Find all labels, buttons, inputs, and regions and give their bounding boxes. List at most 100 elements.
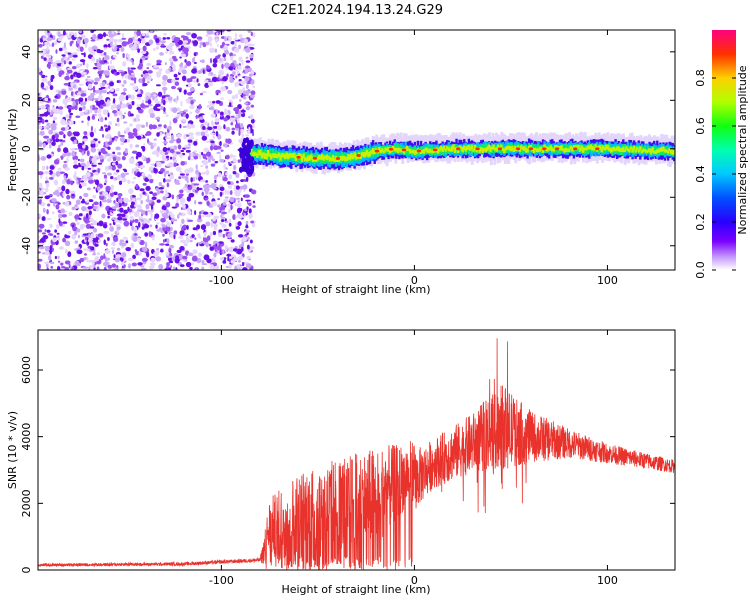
heatmap-noise-cell (64, 260, 71, 265)
heatmap-noise-cell (203, 147, 209, 153)
heatmap-noise-cell (86, 150, 90, 157)
heatmap-noise-cell (70, 147, 76, 151)
heatmap-band-cell (600, 146, 603, 153)
heatmap-noise-cell (94, 256, 100, 262)
heatmap-noise-cell (244, 92, 249, 97)
heatmap-noise-cell (132, 176, 137, 180)
heatmap-noise-cell (111, 263, 117, 268)
heatmap-noise-cell (108, 165, 113, 170)
heatmap-band-cell (648, 148, 651, 153)
heatmap-noise-cell (101, 62, 105, 65)
heatmap-noise-cell (150, 212, 153, 219)
heatmap-noise-cell (187, 219, 194, 222)
heatmap-noise-cell (115, 254, 122, 258)
heatmap-noise-cell (153, 167, 156, 172)
heatmap-noise-cell (134, 233, 137, 236)
heatmap-noise-cell (55, 49, 58, 54)
heatmap-noise-cell (149, 191, 153, 194)
heatmap-noise-cell (44, 195, 50, 200)
heatmap-band-cell (652, 150, 656, 154)
heatmap-noise-cell (230, 115, 235, 118)
heatmap-noise-cell (232, 214, 236, 220)
heatmap-noise-cell (220, 216, 226, 219)
heatmap-noise-cell (170, 139, 176, 142)
heatmap-noise-cell (153, 138, 157, 141)
heatmap-noise-cell (94, 179, 100, 186)
heatmap-noise-cell (173, 162, 177, 167)
heatmap-noise-cell (118, 195, 121, 199)
heatmap-noise-cell (237, 65, 242, 71)
heatmap-noise-cell (196, 218, 203, 223)
heatmap-noise-cell (102, 223, 108, 229)
heatmap-noise-cell (74, 104, 78, 111)
heatmap-noise-cell (46, 154, 52, 159)
heatmap-noise-cell (241, 59, 244, 66)
heatmap-band-cell (341, 155, 344, 161)
heatmap-edge-cell (249, 168, 254, 175)
heatmap-noise-cell (178, 212, 182, 216)
heatmap-noise-cell (120, 46, 125, 52)
heatmap-band-cell (294, 155, 298, 162)
heatmap-noise-cell (45, 250, 50, 256)
heatmap-noise-cell (39, 37, 44, 43)
heatmap-band-cell (581, 147, 585, 153)
heatmap-noise-cell (127, 37, 133, 44)
heatmap-noise-cell (120, 142, 124, 146)
heatmap-noise-cell (107, 237, 110, 242)
heatmap-band-cell (447, 147, 451, 152)
heatmap-band-cell (385, 147, 389, 152)
heatmap-noise-cell (141, 124, 146, 129)
heatmap-band-cell (442, 145, 446, 150)
heatmap-noise-cell (123, 112, 127, 115)
heatmap-noise-cell (102, 199, 107, 203)
heatmap-noise-cell (236, 248, 243, 255)
heatmap-noise-cell (165, 243, 170, 246)
heatmap-noise-cell (148, 231, 152, 237)
heatmap-noise-cell (158, 227, 163, 232)
heatmap-noise-cell (156, 190, 161, 195)
heatmap-noise-cell (191, 234, 195, 238)
heatmap-band-cell (563, 148, 566, 153)
heatmap-noise-cell (163, 106, 166, 113)
heatmap-band-cell (425, 148, 429, 153)
heatmap-band-cell (615, 146, 619, 151)
heatmap-noise-cell (92, 253, 97, 256)
heatmap-noise-cell (78, 213, 83, 217)
heatmap-noise-cell (162, 233, 165, 237)
heatmap-noise-cell (151, 196, 157, 201)
heatmap-noise-cell (109, 191, 114, 198)
heatmap-band-cell (418, 149, 421, 157)
heatmap-band-cell (274, 153, 278, 158)
heatmap-band-cell (614, 148, 617, 152)
heatmap-noise-cell (146, 62, 152, 67)
heatmap-noise-cell (187, 156, 191, 161)
heatmap-noise-cell (219, 158, 225, 163)
heatmap-band-cell (473, 144, 477, 150)
heatmap-noise-cell (89, 108, 93, 114)
heatmap-noise-cell (191, 57, 196, 63)
heatmap-noise-cell (217, 172, 222, 178)
heatmap-band-cell (265, 153, 268, 160)
heatmap-noise-cell (214, 118, 220, 123)
heatmap-noise-cell (57, 147, 61, 153)
heatmap-noise-cell (175, 166, 182, 172)
heatmap-noise-cell (166, 262, 170, 267)
heatmap-noise-cell (102, 133, 105, 138)
heatmap-noise-cell (129, 143, 133, 149)
heatmap-noise-cell (162, 147, 168, 153)
heatmap-noise-cell (54, 255, 57, 260)
heatmap-noise-cell (72, 54, 78, 58)
heatmap-noise-cell (69, 106, 75, 110)
heatmap-noise-cell (81, 101, 87, 106)
heatmap-noise-cell (236, 213, 240, 217)
heatmap-noise-cell (176, 113, 181, 117)
heatmap-band-cell (602, 145, 605, 150)
heatmap-noise-cell (57, 167, 62, 171)
heatmap-noise-cell (220, 218, 225, 223)
heatmap-noise-cell (210, 221, 214, 228)
heatmap-band-cell (277, 152, 281, 157)
heatmap-noise-cell (112, 55, 117, 58)
heatmap-noise-cell (71, 206, 76, 211)
heatmap-noise-cell (242, 87, 246, 92)
heatmap-noise-cell (116, 104, 122, 110)
